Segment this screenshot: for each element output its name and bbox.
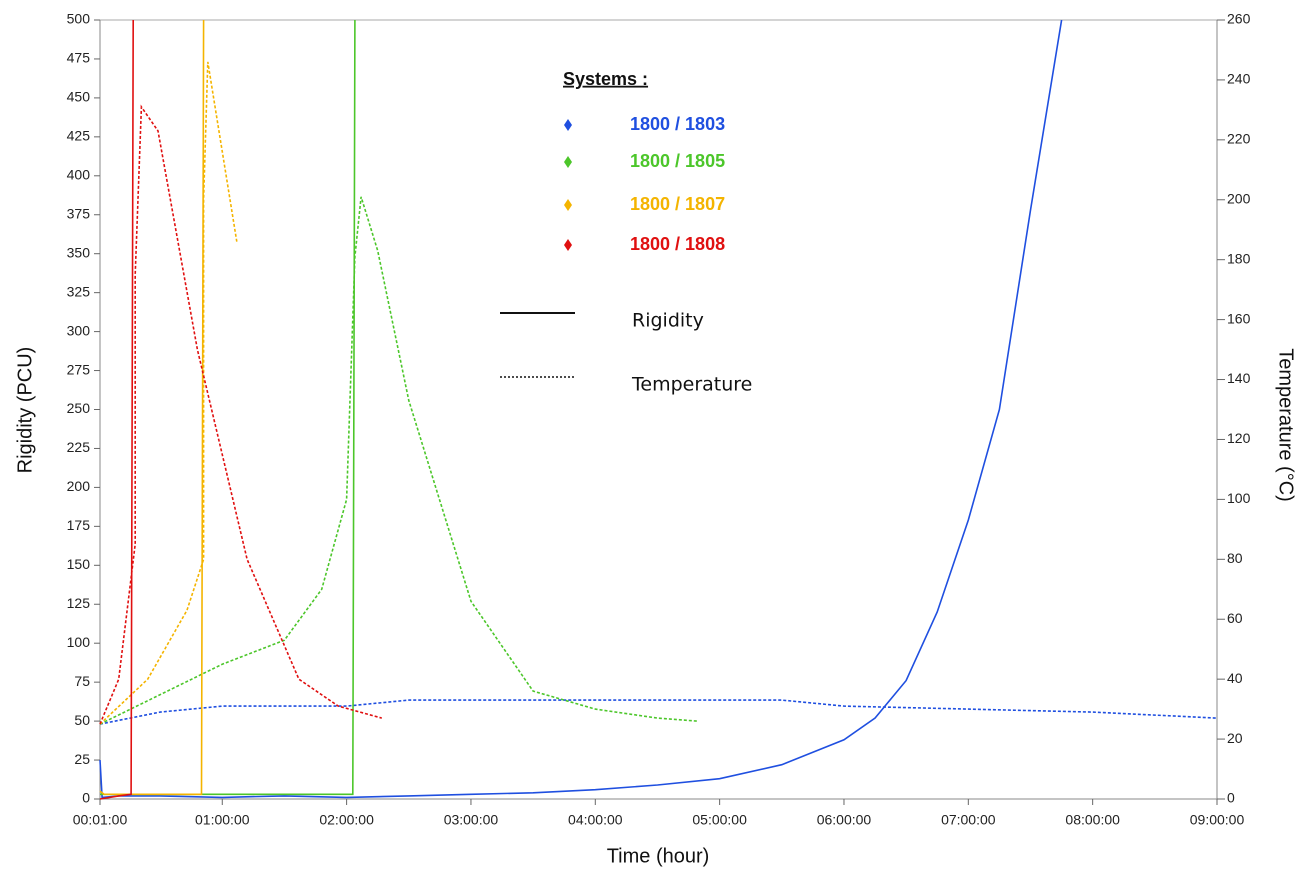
x-tick-label: 06:00:00 — [817, 812, 872, 828]
y-tick-label: 0 — [82, 790, 90, 806]
x-tick-label: 01:00:00 — [195, 812, 250, 828]
y2-tick-label: 140 — [1227, 370, 1251, 386]
y-tick-label: 150 — [67, 556, 91, 572]
x-tick-label: 04:00:00 — [568, 812, 623, 828]
legend-style-label: Rigidity — [632, 310, 704, 332]
y-tick-label: 250 — [67, 400, 91, 416]
rigidity-line — [99, 19, 205, 796]
y2-tick-label: 100 — [1227, 490, 1251, 506]
y-tick-label: 25 — [74, 751, 90, 767]
x-axis-title: Time (hour) — [607, 845, 710, 867]
y-tick-label: 500 — [67, 11, 91, 27]
y-tick-label: 50 — [74, 712, 90, 728]
y-axis-title: Rigidity (PCU) — [14, 347, 36, 474]
y-tick-label: 375 — [67, 205, 91, 221]
y2-tick-label: 200 — [1227, 190, 1251, 206]
x-tick-label: 08:00:00 — [1065, 812, 1120, 828]
temperature-line — [99, 61, 238, 725]
y-tick-label: 200 — [67, 478, 91, 494]
legend-marker — [564, 239, 572, 251]
y-tick-label: 475 — [67, 50, 91, 66]
y-tick-label: 125 — [67, 595, 91, 611]
x-tick-label: 03:00:00 — [444, 812, 499, 828]
x-tick-label: 05:00:00 — [692, 812, 747, 828]
y2-tick-label: 120 — [1227, 430, 1251, 446]
y2-tick-label: 20 — [1227, 730, 1243, 746]
y-tick-label: 300 — [67, 322, 91, 338]
y-tick-label: 450 — [67, 89, 91, 105]
x-tick-label: 00:01:00 — [73, 812, 128, 828]
legend-marker — [564, 156, 572, 168]
y-tick-label: 100 — [67, 634, 91, 650]
y2-tick-label: 40 — [1227, 670, 1243, 686]
y2-tick-label: 260 — [1227, 11, 1251, 27]
x-tick-label: 09:00:00 — [1190, 812, 1245, 828]
legend-label: 1800 / 1805 — [630, 151, 725, 171]
y-tick-label: 75 — [74, 673, 90, 689]
legend-label: 1800 / 1803 — [630, 114, 725, 134]
y-tick-label: 350 — [67, 244, 91, 260]
y2-tick-label: 0 — [1227, 790, 1235, 806]
y2-tick-label: 220 — [1227, 131, 1251, 147]
y-tick-label: 225 — [67, 439, 91, 455]
y2-tick-label: 60 — [1227, 610, 1243, 626]
legend-style-label: Temperature — [631, 374, 752, 396]
y-tick-label: 325 — [67, 283, 91, 299]
x-tick-label: 02:00:00 — [319, 812, 374, 828]
temperature-line — [99, 196, 697, 725]
rigidity-line — [99, 19, 134, 800]
legend-label: 1800 / 1808 — [630, 234, 725, 254]
y2-tick-label: 80 — [1227, 550, 1243, 566]
y-tick-label: 275 — [67, 361, 91, 377]
temperature-line — [99, 104, 383, 725]
rigidity-line — [100, 19, 356, 796]
legend-title: Systems : — [563, 69, 648, 89]
y2-tick-label: 240 — [1227, 71, 1251, 87]
legend-marker — [564, 119, 572, 131]
rigidity-line — [99, 19, 1063, 799]
legend-label: 1800 / 1807 — [630, 194, 725, 214]
y2-tick-label: 180 — [1227, 250, 1251, 266]
y2-tick-label: 160 — [1227, 310, 1251, 326]
y-tick-label: 175 — [67, 517, 91, 533]
y-tick-label: 425 — [67, 128, 91, 144]
y-tick-label: 400 — [67, 167, 91, 183]
y2-axis-title: Temperature (°C) — [1275, 348, 1297, 502]
x-tick-label: 07:00:00 — [941, 812, 996, 828]
legend-marker — [564, 199, 572, 211]
temperature-line — [99, 699, 1218, 725]
